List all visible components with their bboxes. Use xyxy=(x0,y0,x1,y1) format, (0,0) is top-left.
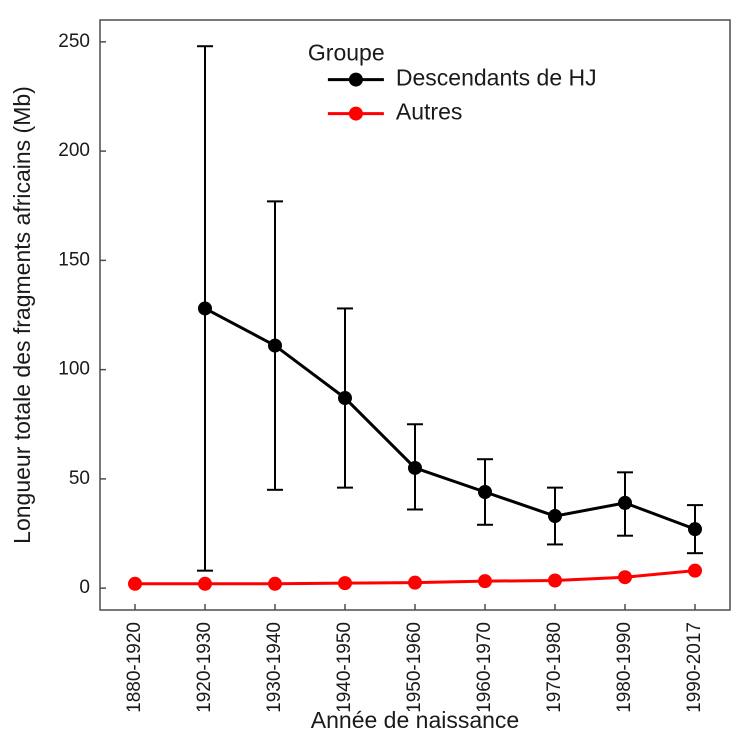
x-tick-label: 1980-1990 xyxy=(614,622,635,713)
point-autres xyxy=(198,577,212,591)
legend-marker-hj xyxy=(349,73,363,87)
point-hj xyxy=(618,496,632,510)
point-autres xyxy=(408,576,422,590)
point-hj xyxy=(688,522,702,536)
x-tick-label: 1940-1950 xyxy=(334,622,355,713)
point-autres xyxy=(618,570,632,584)
legend-title: Groupe xyxy=(308,39,385,65)
y-tick-label: 100 xyxy=(58,359,90,380)
x-tick-label: 1880-1920 xyxy=(124,622,145,713)
x-tick-label: 1960-1970 xyxy=(474,622,495,713)
legend-label-autres: Autres xyxy=(396,99,462,125)
point-hj xyxy=(548,509,562,523)
point-autres xyxy=(128,577,142,591)
point-hj xyxy=(268,339,282,353)
chart-container: 0 50 100 150 200 250 Longueur totale des fragm… xyxy=(0,0,750,740)
x-tick-label: 1920-1930 xyxy=(194,622,215,713)
point-hj xyxy=(478,485,492,499)
point-hj xyxy=(198,301,212,315)
point-autres xyxy=(338,576,352,590)
y-tick-label: 250 xyxy=(58,31,90,52)
point-autres xyxy=(268,577,282,591)
legend-marker-autres xyxy=(349,107,363,121)
point-autres xyxy=(688,564,702,578)
x-tick-label: 1970-1980 xyxy=(544,622,565,713)
line-chart: 0 50 100 150 200 250 Longueur totale des fragm… xyxy=(0,0,750,740)
point-autres xyxy=(548,574,562,588)
x-tick-label: 1950-1960 xyxy=(404,622,425,713)
y-tick-label: 0 xyxy=(79,577,90,598)
point-hj xyxy=(408,461,422,475)
point-hj xyxy=(338,391,352,405)
x-tick-label: 1930-1940 xyxy=(264,622,285,713)
x-tick-label: 1990-2017 xyxy=(684,622,705,713)
y-tick-label: 200 xyxy=(58,140,90,161)
y-tick-label: 50 xyxy=(69,468,90,489)
point-autres xyxy=(478,574,492,588)
y-axis-title: Longueur totale des fragments africains … xyxy=(9,86,35,544)
y-tick-label: 150 xyxy=(58,249,90,270)
x-axis-title: Année de naissance xyxy=(311,707,519,733)
legend-label-hj: Descendants de HJ xyxy=(396,65,597,91)
